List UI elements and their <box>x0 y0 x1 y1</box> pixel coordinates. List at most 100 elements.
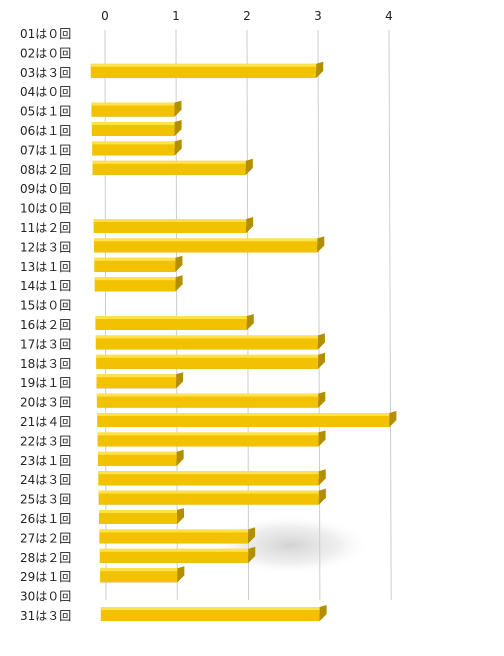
bar-front-face <box>100 607 320 621</box>
bar <box>97 449 184 466</box>
bar-end-face <box>318 352 326 369</box>
bar-front-face <box>96 354 319 369</box>
bar-highlight <box>99 548 249 552</box>
bar-highlight <box>93 219 247 222</box>
bar-end-face <box>318 430 326 447</box>
category-label: 23は１回 <box>20 454 71 468</box>
bar-end-face <box>316 61 324 78</box>
bar-front-face <box>95 316 247 330</box>
bar <box>90 61 324 78</box>
bar <box>95 333 325 350</box>
category-label: 26は１回 <box>20 512 71 526</box>
bar-highlight <box>99 529 249 533</box>
category-label: 04は０回 <box>20 85 71 99</box>
category-label: 15は０回 <box>20 299 71 313</box>
category-label: 07は１回 <box>20 143 71 157</box>
bar-end-face <box>174 139 182 156</box>
bar <box>98 488 326 505</box>
category-label: 24は３回 <box>20 473 71 487</box>
bar-front-face <box>100 568 178 583</box>
bar <box>94 275 183 292</box>
bar-highlight <box>93 238 318 242</box>
bar <box>100 605 327 621</box>
category-label: 16は２回 <box>20 318 71 332</box>
category-label: 08は２回 <box>20 163 71 177</box>
bar-front-face <box>91 122 175 136</box>
bar <box>94 255 183 272</box>
bar-highlight <box>99 510 177 513</box>
x-axis-ticks: 0 1 2 3 4 <box>101 9 393 23</box>
bar <box>93 217 254 233</box>
category-label: 27は２回 <box>20 531 71 545</box>
bar-end-face <box>246 314 254 330</box>
bar-end-face <box>177 508 184 524</box>
gridline <box>246 29 250 601</box>
category-label: 12は３回 <box>20 240 71 254</box>
category-label: 29は１回 <box>20 570 71 584</box>
bar-front-face <box>97 413 390 427</box>
bar-end-face <box>176 449 184 466</box>
bar <box>92 158 253 175</box>
category-label: 22は３回 <box>20 434 71 448</box>
category-label: 20は３回 <box>20 396 71 410</box>
bar-front-face <box>92 160 246 175</box>
x-tick-label: 2 <box>243 9 251 23</box>
bar <box>99 508 184 524</box>
category-label: 06は１回 <box>20 124 71 138</box>
x-tick-label: 0 <box>101 9 109 23</box>
category-label: 13は１回 <box>20 260 71 274</box>
bar-front-face <box>93 238 318 253</box>
gridline <box>388 29 392 601</box>
category-label: 21は４回 <box>20 415 71 429</box>
bar-end-face <box>317 236 325 253</box>
bar <box>95 314 254 330</box>
bar-highlight <box>94 277 176 281</box>
bar-front-face <box>92 141 175 156</box>
bar <box>100 566 185 583</box>
category-label: 09は０回 <box>20 182 71 196</box>
bar-highlight <box>97 413 390 416</box>
bar <box>91 100 182 117</box>
bar-front-face <box>97 432 319 447</box>
bar-highlight <box>92 141 175 145</box>
bar-end-face <box>245 158 253 175</box>
bar-front-face <box>98 471 319 486</box>
bar-highlight <box>91 122 175 125</box>
bar-front-face <box>99 510 177 524</box>
gridline <box>317 29 321 601</box>
bar <box>96 372 184 389</box>
category-label: 11は２回 <box>20 221 71 235</box>
category-label: 05は１回 <box>20 105 71 119</box>
bar-front-face <box>96 374 177 389</box>
bar-end-face <box>177 566 185 583</box>
category-label: 10は０回 <box>20 202 71 216</box>
category-label: 14は１回 <box>20 279 71 293</box>
category-label: 28は２回 <box>20 551 71 565</box>
bar-front-face <box>96 393 319 408</box>
bar <box>97 430 326 447</box>
bar-front-face <box>90 63 317 78</box>
bar <box>99 527 256 544</box>
bar-end-face <box>248 546 256 563</box>
category-label: 18は３回 <box>20 357 71 371</box>
bar-highlight <box>94 257 176 261</box>
bar-front-face <box>93 219 247 233</box>
bar-end-face <box>176 372 184 389</box>
bar <box>92 139 182 156</box>
bar <box>96 352 326 369</box>
bar-highlight <box>91 102 175 106</box>
bar-front-face <box>98 490 319 505</box>
bar <box>91 120 182 136</box>
bar-end-face <box>175 275 183 292</box>
bar-end-face <box>389 411 397 427</box>
bar-front-face <box>99 529 249 544</box>
bar <box>96 391 326 408</box>
bar-front-face <box>91 102 175 117</box>
bar-front-face <box>97 451 177 466</box>
bar <box>93 236 325 253</box>
category-label: 01は０回 <box>20 27 71 41</box>
bar-highlight <box>100 568 178 572</box>
bar-end-face <box>318 488 326 505</box>
